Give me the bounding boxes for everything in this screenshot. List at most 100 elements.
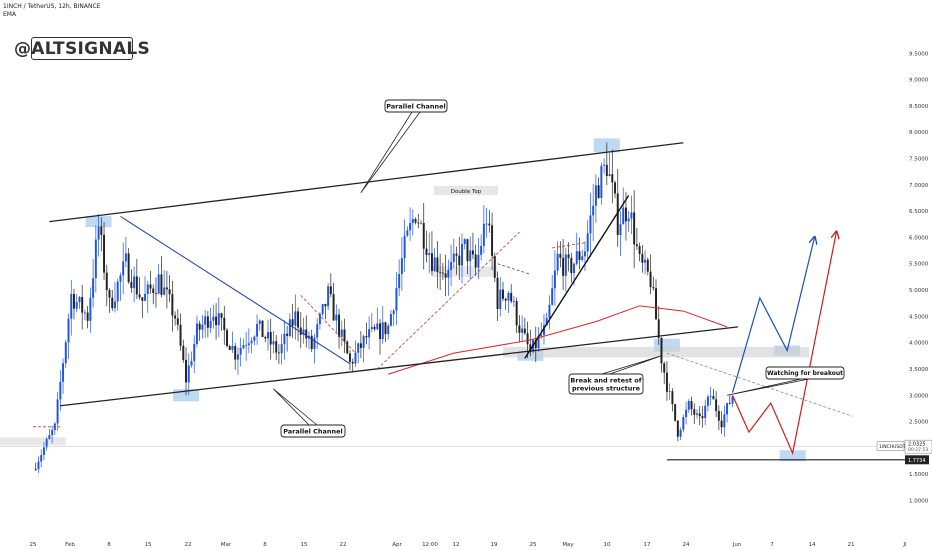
- dashed-rising-wedge-red: [377, 231, 520, 370]
- candle-body: [491, 225, 494, 256]
- candle-body: [220, 313, 223, 318]
- candle-body: [231, 346, 234, 350]
- candle-body: [701, 416, 704, 419]
- candle-body: [575, 251, 578, 264]
- candle-body: [389, 314, 392, 326]
- candle-body: [728, 403, 731, 404]
- y-axis: 9.5000 9.0000 8.5000 8.0000 7.5000 7.0000 6.50…: [909, 51, 929, 504]
- candle-body: [589, 215, 592, 234]
- x-tick-label: 7: [770, 542, 774, 548]
- candle-body: [70, 294, 73, 319]
- candle-body: [622, 207, 625, 225]
- candle-body: [665, 372, 668, 392]
- candle-body: [545, 317, 548, 326]
- candle-body: [236, 354, 239, 360]
- candle-body: [294, 311, 297, 326]
- candle-body: [286, 333, 289, 336]
- candle-body: [362, 336, 365, 348]
- symbol-tag-text: 1INCHUSDT: [879, 444, 906, 450]
- y-tick-label: 2.5000: [909, 420, 929, 426]
- candle-body: [215, 316, 218, 326]
- x-tick-label: 15: [301, 542, 308, 548]
- candle-body: [403, 235, 406, 259]
- candle-body: [573, 263, 576, 274]
- candle-body: [299, 327, 302, 335]
- candle-body: [157, 274, 160, 294]
- candle-body: [78, 296, 81, 303]
- candle-body: [258, 320, 261, 324]
- candle-body: [422, 222, 425, 249]
- candle-body: [193, 344, 196, 361]
- candle-body: [499, 289, 502, 309]
- candle-body: [97, 226, 100, 240]
- candle-body: [253, 336, 256, 341]
- y-tick-label: 5.0000: [909, 288, 929, 294]
- candle-body: [578, 251, 581, 261]
- candle-body: [185, 359, 188, 383]
- candle-body: [111, 297, 114, 309]
- candle-body: [646, 259, 649, 272]
- candle-body: [288, 319, 291, 336]
- candle-body: [406, 230, 409, 236]
- candle-body: [277, 352, 280, 354]
- candle-body: [204, 316, 207, 325]
- candle-body: [245, 345, 248, 346]
- indicator-label: EMA: [3, 11, 17, 18]
- candle-body: [283, 333, 286, 345]
- candle-body: [73, 294, 75, 309]
- candle-body: [706, 396, 709, 406]
- candle-body: [709, 396, 712, 397]
- brand-badge: @ALTSIGNALS: [13, 37, 151, 60]
- candle-body: [493, 255, 496, 278]
- channel-upper-line: [49, 142, 684, 223]
- candle-body: [480, 245, 483, 255]
- candle-body: [594, 185, 597, 206]
- candle-body: [597, 185, 600, 198]
- x-tick-label: 12: [453, 542, 460, 548]
- candle-body: [635, 244, 638, 247]
- candle-body: [239, 347, 242, 355]
- y-tick-label: 1.5000: [909, 472, 929, 478]
- x-tick-label: Apr: [392, 542, 402, 548]
- candle-body: [316, 324, 319, 338]
- candle-body: [687, 401, 690, 410]
- candle-body: [113, 301, 116, 309]
- candle-body: [318, 313, 321, 325]
- candle-body: [42, 447, 45, 456]
- structure-band-left: [0, 437, 66, 446]
- candle-body: [206, 316, 209, 328]
- candle-body: [223, 317, 226, 331]
- candle-body: [392, 310, 395, 315]
- candle-body: [444, 273, 447, 278]
- candle-body: [682, 417, 685, 430]
- candle-body: [712, 396, 715, 400]
- candle-body: [553, 270, 556, 289]
- candle-body: [160, 274, 163, 295]
- candle-body: [171, 294, 174, 316]
- candle-body: [433, 257, 436, 272]
- candle-body: [64, 342, 67, 364]
- x-tick-label: Jun: [732, 542, 742, 548]
- candle-body: [521, 328, 524, 333]
- y-tick-label: 7.5000: [909, 157, 929, 163]
- candle-body: [340, 329, 343, 337]
- x-tick-label: Feb: [65, 542, 75, 548]
- candle-body: [526, 333, 529, 345]
- candle-body: [655, 288, 657, 320]
- candle-body: [485, 223, 488, 225]
- candle-body: [272, 341, 275, 345]
- x-tick-label: 22: [185, 542, 192, 548]
- candle-body: [398, 273, 401, 289]
- price-tag-countdown: 00:27:13: [908, 447, 928, 453]
- candle-body: [329, 286, 332, 295]
- x-tick-label: 17: [644, 542, 651, 548]
- candle-body: [529, 344, 532, 352]
- candle-body: [693, 409, 696, 415]
- candle-body: [644, 259, 647, 263]
- candle-body: [302, 329, 305, 335]
- candle-body: [425, 248, 428, 256]
- candle-body: [381, 322, 384, 340]
- candle-body: [261, 320, 264, 338]
- candle-body: [611, 174, 614, 183]
